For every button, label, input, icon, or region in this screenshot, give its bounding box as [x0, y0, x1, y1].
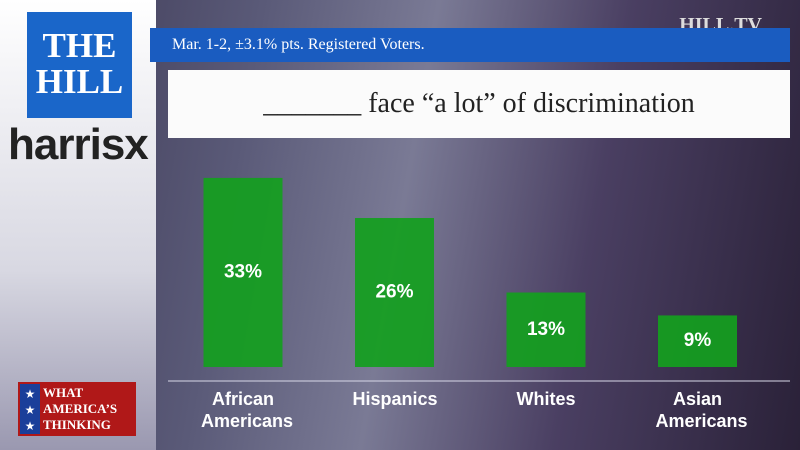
bar: [355, 218, 434, 367]
bar: [658, 315, 737, 367]
chart-title: _______ face “a lot” of discrimination: [168, 70, 790, 138]
logo-line: HILL: [35, 62, 124, 101]
value-label: 33%: [224, 261, 262, 282]
show-line: WHAT: [43, 385, 84, 400]
the-hill-logo: THE HILL: [27, 12, 132, 118]
show-line: AMERICA’S: [43, 401, 118, 416]
value-label: 13%: [527, 319, 565, 340]
show-line: THINKING: [43, 417, 111, 432]
category-label: Hispanics: [352, 389, 438, 409]
logo-line: THE: [42, 26, 117, 65]
show-logo: ★ ★ ★ WHAT AMERICA’S THINKING: [18, 382, 136, 436]
stars: ★ ★ ★: [20, 384, 40, 434]
bar: [506, 292, 586, 367]
show-text: WHAT AMERICA’S THINKING: [40, 384, 134, 434]
bar: [203, 177, 283, 367]
partner-logo: harrisx: [8, 120, 149, 169]
value-label: 9%: [684, 330, 712, 351]
category-label: Whites: [516, 389, 576, 409]
subtitle: Mar. 1-2, ±3.1% pts. Registered Voters.: [150, 28, 790, 62]
category-label: African Americans: [201, 389, 294, 431]
category-label: Asian Americans: [655, 389, 748, 431]
value-label: 26%: [375, 282, 413, 303]
